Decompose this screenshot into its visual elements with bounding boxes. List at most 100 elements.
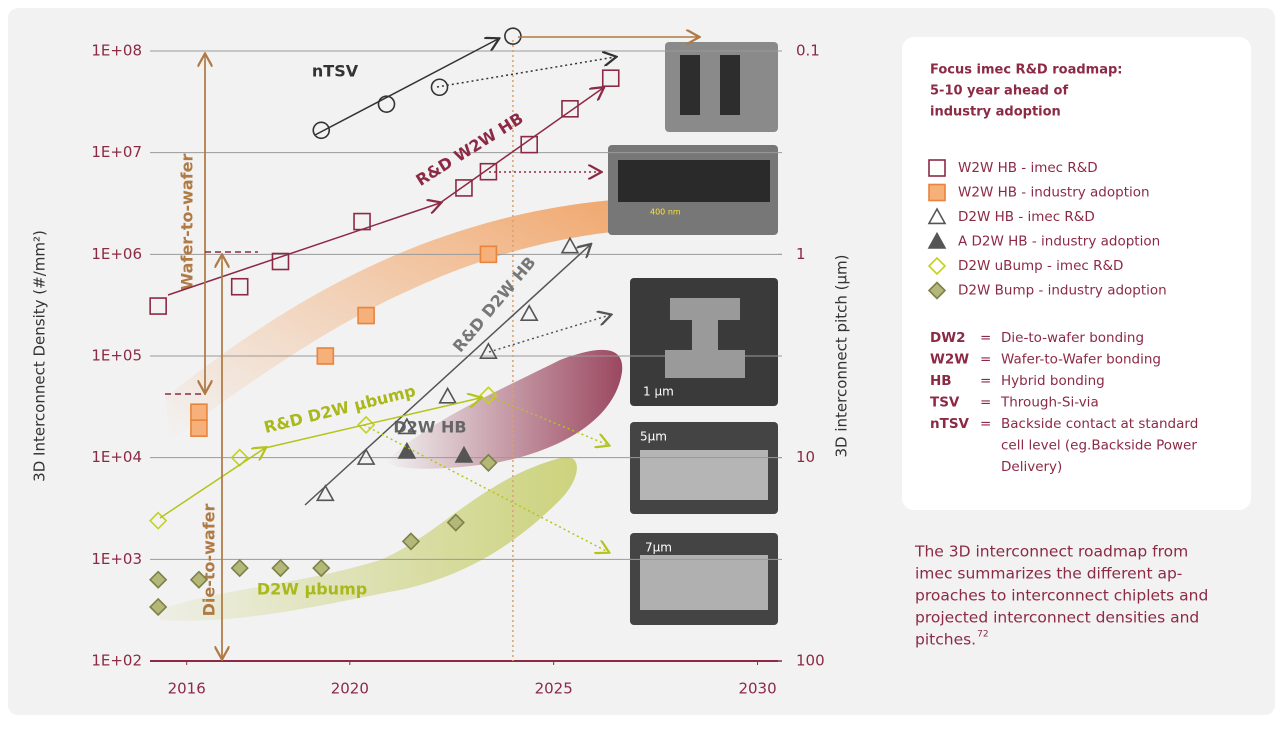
panel-title: industry adoption [930,105,1061,120]
marker-diamond [189,570,209,589]
marker-circle [312,121,331,140]
band-bump-industry [160,457,577,621]
panel-title: 5-10 year ahead of [930,84,1068,99]
marker-triangle [479,342,498,359]
marker-square [455,179,473,197]
definition-separator: = [980,330,991,346]
marker-square [928,183,946,202]
marker-triangle [927,231,947,249]
marker-square [479,245,498,264]
marker-square [271,252,290,271]
marker-diamond [446,513,465,532]
legend-label: A D2W HB - industry adoption [958,234,1160,250]
marker-square [520,135,539,154]
marker-triangle [927,207,947,225]
trend-arrow [439,88,603,204]
marker-circle [430,78,449,97]
marker-triangle [454,445,474,463]
definition-separator: = [980,373,991,389]
x-tick-label: 2030 [738,680,776,698]
trend-arrow [264,398,480,449]
marker-diamond [149,570,168,589]
marker-diamond [149,511,168,530]
trend-arrow [167,203,440,296]
x-tick-label: 2016 [168,680,206,698]
micrograph-detail [640,450,768,500]
link-arrow [363,424,608,552]
marker-square [928,159,946,177]
legend-panel [902,37,1251,510]
definition-term: TSV [930,395,960,411]
legend-label: D2W uBump - imec R&D [958,258,1123,274]
definition-text: Through-Si-via [1000,395,1099,411]
legend-label: W2W HB - industry adoption [958,185,1150,201]
y-tick-label: 1E+06 [91,245,142,263]
marker-diamond [927,256,947,276]
marker-diamond [271,558,290,578]
definition-text: cell level (eg.Backside Power [1001,438,1197,454]
definition-term: W2W [930,352,969,368]
x-tick-label: 2020 [331,680,369,698]
marker-circle [504,27,522,45]
y-tick-label: 1E+03 [91,550,142,568]
marker-triangle [560,236,580,254]
x-tick-label: 2025 [535,680,573,698]
marker-square [561,100,579,118]
caption-line: The 3D interconnect roadmap from [914,543,1188,561]
marker-triangle [397,417,417,435]
link-arrow [488,315,610,353]
marker-diamond [927,281,947,300]
scale-label: 5µm [640,430,667,444]
marker-square [149,297,167,315]
caption-line: projected interconnect densities and [915,609,1199,627]
marker-square [601,69,620,88]
y2-axis-label: 3D interconnect pitch (µm) [833,255,851,458]
band-w2w-industry [165,200,612,440]
caption-line: proaches to interconnect chiplets and [915,587,1208,605]
scale-label: 400 nm [650,208,681,217]
marker-diamond [401,532,421,551]
trend-arrow [304,245,590,506]
y-tick-label: 1E+05 [91,347,142,365]
y2-tick-label: 100 [796,652,825,670]
y2-tick-label: 1 [796,245,806,263]
definition-text: Backside contact at standard [1001,416,1198,432]
micrograph-detail [618,160,770,202]
marker-diamond [312,558,331,578]
marker-diamond [230,558,249,578]
caption-line: imec summarizes the different ap- [915,565,1182,583]
y2-tick-label: 10 [796,448,815,466]
definition-text: Wafer-to-Wafer bonding [1001,352,1161,368]
annotation: Die-to-wafer [200,503,219,616]
marker-square [479,162,498,181]
marker-triangle [397,441,417,459]
y-tick-label: 1E+02 [91,652,142,670]
marker-triangle [519,304,539,322]
definition-term: DW2 [930,330,966,346]
marker-square [357,306,375,325]
definition-separator: = [980,395,991,411]
marker-square [190,403,208,422]
annotation: D2W µbump [257,580,367,599]
micrograph-detail [680,55,700,115]
marker-square [190,419,208,437]
bands [160,200,623,621]
trend-arrow [159,448,265,519]
definition-separator: = [980,416,991,432]
link-arrow [436,57,615,88]
marker-diamond [479,453,498,472]
micrograph-detail [720,55,740,115]
marker-diamond [356,415,376,435]
panel-title: Focus imec R&D roadmap: [930,63,1122,78]
marker-triangle [438,386,458,404]
legend-label: D2W Bump - industry adoption [958,283,1167,299]
caption-line: pitches. [915,631,976,649]
annotation: Wafer-to-wafer [178,154,197,291]
annotation: D2W HB [393,418,466,437]
marker-triangle [315,484,335,502]
definition-text: Die-to-wafer bonding [1001,330,1144,346]
definition-separator: = [980,352,991,368]
y2-tick-label: 0.1 [796,42,820,60]
legend-label: D2W HB - imec R&D [958,209,1095,225]
